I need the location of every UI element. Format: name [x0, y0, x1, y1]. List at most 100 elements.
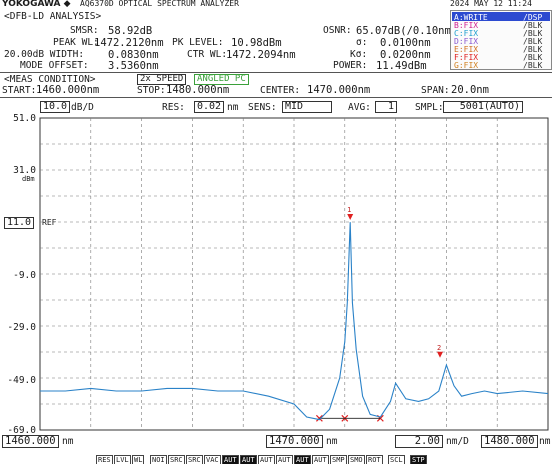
- softkey-aut-9[interactable]: AUT: [258, 455, 275, 464]
- mode-offset-label: MODE OFFSET:: [20, 60, 89, 71]
- trace-c[interactable]: C:FIX: [454, 29, 479, 38]
- peak-marker-label-2: 2: [437, 344, 441, 352]
- peak-marker-1: [347, 214, 354, 221]
- baseline-marker-3: [376, 414, 384, 422]
- baseline-marker-1: [315, 414, 323, 422]
- avg-field[interactable]: 1: [375, 101, 397, 113]
- speed-badge: 2x SPEED: [137, 74, 187, 85]
- trace-c-mode: /BLK: [523, 29, 543, 38]
- x-stop-unit: nm: [539, 436, 551, 447]
- softkey-src-4[interactable]: SRC: [168, 455, 185, 464]
- plot-grid: [40, 118, 548, 430]
- softkey-res-0[interactable]: RES: [96, 455, 113, 464]
- brand-label: YOKOGAWA ◆: [2, 0, 71, 9]
- softkey-smo-14[interactable]: SMO: [348, 455, 365, 464]
- power-label: POWER:: [333, 60, 368, 71]
- divider-2: [0, 97, 552, 98]
- sens-label: SENS:: [248, 102, 277, 113]
- smpl-field[interactable]: 5001(AUTO): [443, 101, 523, 113]
- peak-marker-label-1: 1: [347, 206, 351, 214]
- scale-field[interactable]: 10.0: [40, 101, 71, 113]
- baseline-marker-2: [341, 414, 349, 422]
- sigma-label: σ:: [356, 37, 368, 48]
- softkey-wl-2[interactable]: WL: [132, 455, 145, 464]
- peak-wl-label: PEAK WL:: [53, 37, 99, 48]
- peak-marker-2: [436, 351, 443, 358]
- trace-list: A:WRITE /DSP B:FIX /BLK C:FIX /BLK D:FIX…: [450, 10, 552, 70]
- trace-g-mode: /BLK: [523, 61, 543, 70]
- span-label: SPAN:: [421, 85, 450, 96]
- softkey-aut-7[interactable]: AUT: [222, 455, 239, 464]
- trace-e[interactable]: E:FIX: [454, 45, 479, 54]
- softkey-aut-11[interactable]: AUT: [294, 455, 311, 464]
- power-value: 11.49dBm: [376, 60, 427, 72]
- span-value: 20.0nm: [451, 84, 489, 96]
- smpl-label: SMPL:: [415, 102, 444, 113]
- datetime-label: 2024 MAY 12 11:24: [450, 0, 532, 8]
- meas-title: <MEAS CONDITION>: [4, 74, 96, 85]
- trace-f-mode: /BLK: [523, 53, 543, 62]
- width-label: 20.00dB WIDTH:: [4, 49, 85, 60]
- softkey-scl-16[interactable]: SCL: [388, 455, 405, 464]
- res-label: RES:: [162, 102, 185, 113]
- softkey-stp-17[interactable]: STP: [410, 455, 427, 464]
- trace-g[interactable]: G:FIX: [454, 61, 479, 70]
- ref-level-field[interactable]: 11.0: [4, 217, 35, 229]
- plot-markers: 12: [315, 206, 443, 422]
- trace-e-mode: /BLK: [523, 45, 543, 54]
- softkey-vac-6[interactable]: VAC: [204, 455, 221, 464]
- trace-b[interactable]: B:FIX: [454, 21, 479, 30]
- trace-d-mode: /BLK: [523, 37, 543, 46]
- trace-d[interactable]: D:FIX: [454, 37, 479, 46]
- y-tick-neg9: -9.0: [13, 270, 36, 281]
- res-field[interactable]: 0.02: [194, 101, 225, 113]
- start-label: START:: [2, 85, 37, 96]
- peak-wl-value: 1472.2120nm: [94, 37, 164, 49]
- ctr-wl-label: CTR WL:: [187, 49, 228, 60]
- avg-label: AVG:: [348, 102, 371, 113]
- softkey-noi-3[interactable]: NOI: [150, 455, 167, 464]
- y-tick-neg29: -29.0: [7, 322, 36, 333]
- x-stop-field[interactable]: 1480.000: [481, 435, 538, 448]
- x-start-unit: nm: [62, 436, 74, 447]
- ref-label: REF: [42, 218, 57, 227]
- softkey-aut-10[interactable]: AUT: [276, 455, 293, 464]
- divider-1: [0, 72, 552, 73]
- y-unit: dBm: [22, 175, 35, 183]
- y-tick-neg49: -49.0: [7, 375, 36, 386]
- stop-value: 1480.000nm: [166, 84, 230, 96]
- trace-a-mode: /DSP: [523, 13, 543, 22]
- plot-frame: [39, 117, 549, 431]
- y-tick-51: 51.0: [13, 113, 36, 124]
- trace-b-mode: /BLK: [523, 21, 543, 30]
- ctr-wl-value: 1472.2094nm: [226, 49, 296, 61]
- osnr-label: OSNR:: [323, 25, 352, 36]
- x-start-field[interactable]: 1460.000: [2, 435, 59, 448]
- smsr-label: SMSR:: [70, 25, 99, 36]
- start-value: 1460.000nm: [36, 84, 100, 96]
- x-div-unit: nm/D: [446, 436, 469, 447]
- instrument-label: AQ6370D OPTICAL SPECTRUM ANALYZER: [80, 0, 239, 8]
- trace-a-line: [40, 222, 549, 421]
- softkey-rot-15[interactable]: ROT: [366, 455, 383, 464]
- softkey-aut-12[interactable]: AUT: [312, 455, 329, 464]
- stop-label: STOP:: [137, 85, 166, 96]
- analysis-title: <DFB-LD ANALYSIS>: [4, 11, 102, 22]
- width-value: 0.0830nm: [108, 49, 159, 61]
- center-label: CENTER:: [260, 85, 301, 96]
- softkey-smp-13[interactable]: SMP: [330, 455, 347, 464]
- ksigma-label: Kσ:: [350, 49, 368, 60]
- res-unit: nm: [227, 102, 239, 113]
- softkey-lvl-1[interactable]: LVL: [114, 455, 131, 464]
- x-div-field[interactable]: 2.00: [395, 435, 443, 448]
- sens-field[interactable]: MID: [282, 101, 332, 113]
- trace-a-highlight: [452, 12, 550, 21]
- softkey-aut-8[interactable]: AUT: [240, 455, 257, 464]
- trace-a[interactable]: A:WRITE: [454, 13, 488, 22]
- osnr-value: 65.07dB(/0.10nm): [356, 25, 458, 37]
- y-tick-neg69: -69.0: [7, 425, 36, 436]
- softkey-src-5[interactable]: SRC: [186, 455, 203, 464]
- trace-f[interactable]: F:FIX: [454, 53, 479, 62]
- y-tick-31: 31.0: [13, 165, 36, 176]
- x-center-field[interactable]: 1470.000: [266, 435, 323, 448]
